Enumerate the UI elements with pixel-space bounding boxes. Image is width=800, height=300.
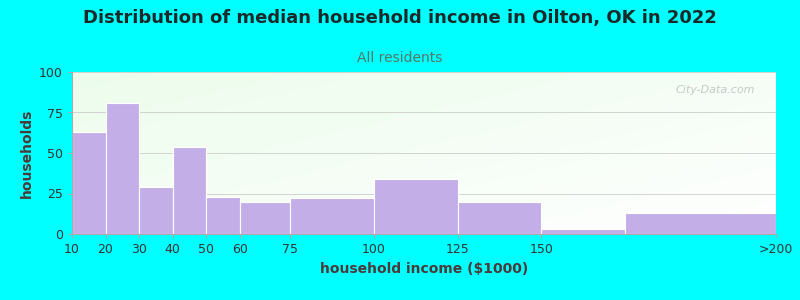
Y-axis label: households: households (19, 108, 34, 198)
Bar (106, 103, 139, 234)
Bar (458, 202, 542, 234)
Text: Distribution of median household income in Oilton, OK in 2022: Distribution of median household income … (83, 9, 717, 27)
X-axis label: household income ($1000): household income ($1000) (320, 262, 528, 276)
Bar (542, 229, 625, 234)
Bar (625, 213, 776, 234)
Bar (173, 146, 206, 234)
Bar (290, 198, 374, 234)
Bar (374, 179, 458, 234)
Text: All residents: All residents (358, 51, 442, 65)
Text: City-Data.com: City-Data.com (675, 85, 755, 95)
Bar (72, 132, 106, 234)
Bar (139, 187, 173, 234)
Bar (240, 202, 290, 234)
Bar (206, 197, 240, 234)
